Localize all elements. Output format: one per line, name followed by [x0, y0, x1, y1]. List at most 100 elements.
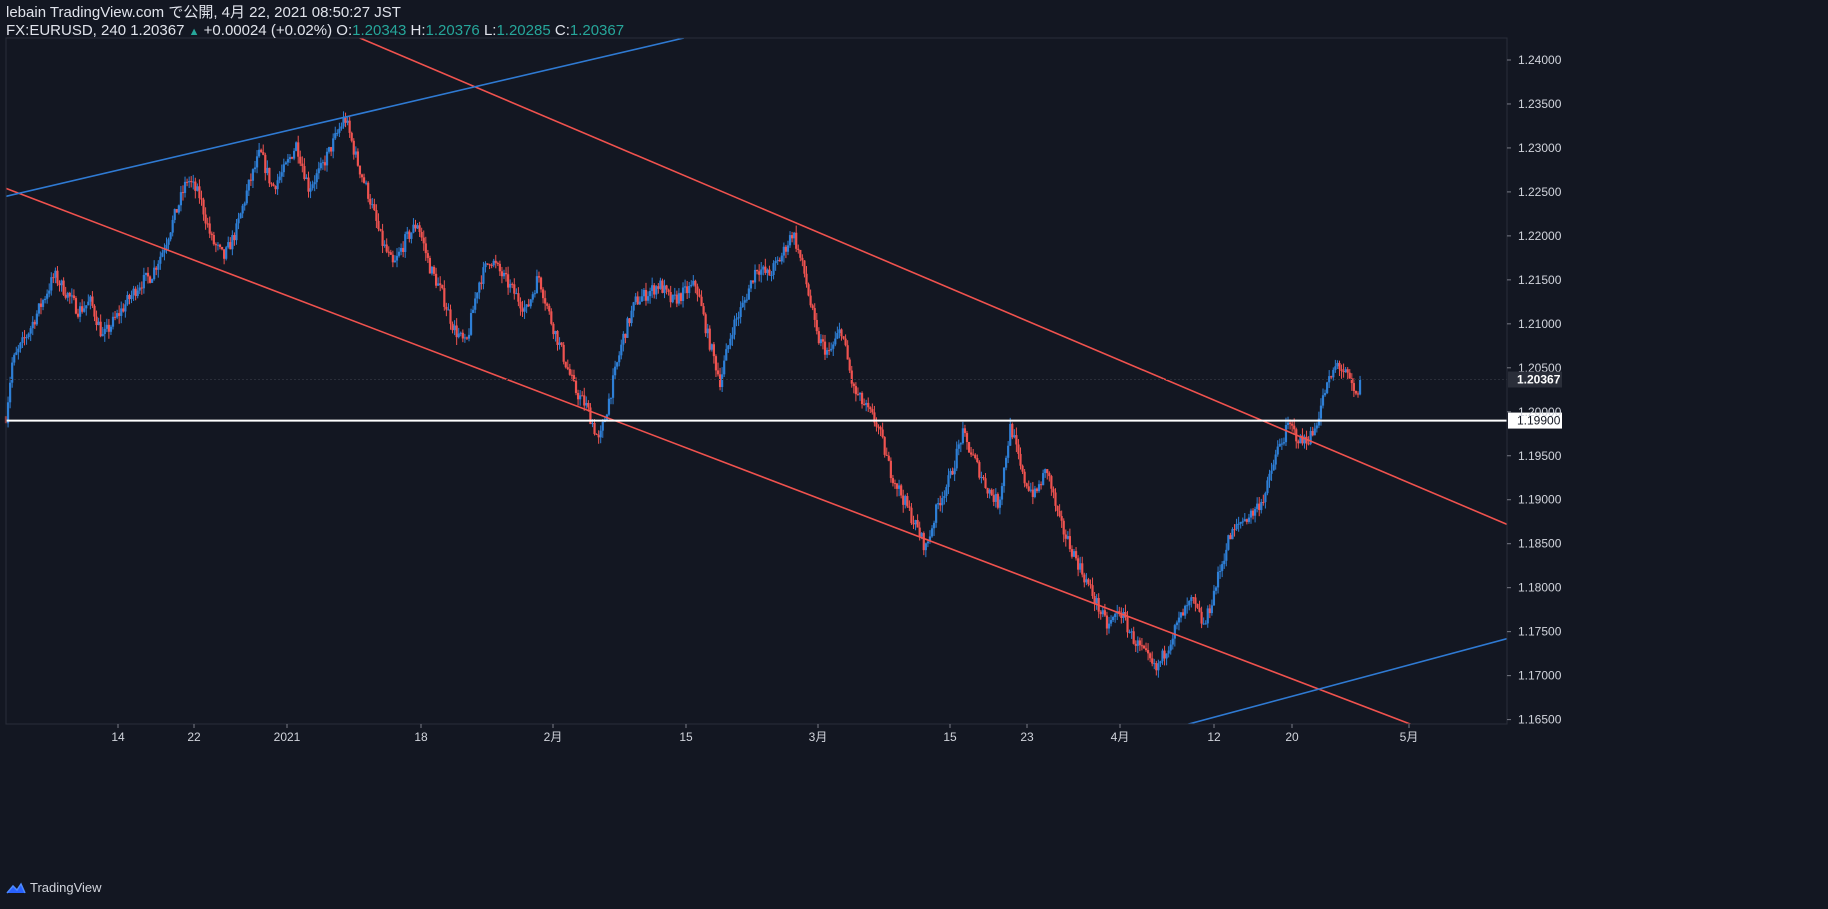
- candle-body: [19, 342, 22, 349]
- candle-body: [1344, 369, 1347, 373]
- candle-body: [105, 324, 108, 329]
- candle-body: [945, 487, 948, 496]
- candle-body: [1093, 595, 1096, 604]
- candle-body: [1130, 631, 1133, 633]
- candle-body: [52, 277, 55, 279]
- candle-body: [1013, 435, 1016, 438]
- candle-body: [811, 305, 814, 309]
- candle-body: [54, 270, 57, 278]
- candle-body: [1077, 558, 1080, 570]
- candle-body: [118, 313, 121, 316]
- candle-body: [854, 386, 857, 395]
- candle-body: [280, 172, 283, 177]
- y-tick-label: 1.18500: [1518, 537, 1562, 551]
- candle-body: [1155, 663, 1158, 671]
- candle-body: [716, 370, 720, 375]
- candle-body: [1066, 536, 1069, 539]
- candle-body: [1210, 605, 1213, 614]
- tradingview-logo-icon: [6, 881, 26, 893]
- candle-body: [1223, 560, 1226, 565]
- candle-body: [1023, 471, 1026, 484]
- candle-body: [198, 186, 201, 199]
- candle-body: [27, 333, 30, 338]
- candle-body: [994, 494, 997, 502]
- candle-body: [1309, 430, 1312, 444]
- y-tick-label: 1.19000: [1518, 493, 1562, 507]
- candle-body: [245, 190, 248, 204]
- symbol-label[interactable]: FX:EURUSD, 240 1.20367: [6, 22, 185, 39]
- candle-body: [330, 147, 333, 152]
- candle-body: [1206, 608, 1209, 624]
- candle-body: [932, 522, 936, 529]
- candle-body: [50, 277, 53, 291]
- candle-body: [825, 350, 829, 355]
- candle-body: [1025, 483, 1028, 487]
- candle-body: [56, 270, 59, 284]
- candle-body: [683, 286, 687, 288]
- candle-body: [1198, 607, 1201, 612]
- candle-body: [151, 279, 154, 283]
- candle-body: [367, 182, 370, 199]
- open-label: O:: [336, 22, 353, 39]
- candle-body: [188, 181, 191, 183]
- candle-body: [1184, 605, 1187, 616]
- level-price-label: 1.19900: [1517, 414, 1561, 428]
- candle-body: [85, 305, 88, 309]
- tradingview-brand-label[interactable]: TradingView: [30, 880, 102, 895]
- change-value: +0.00024 (+0.02%): [203, 22, 333, 39]
- candle-body: [704, 314, 707, 334]
- candle-body: [852, 383, 855, 387]
- trendline-red[interactable]: [333, 27, 1507, 526]
- candle-body: [663, 285, 666, 293]
- candle-body: [517, 293, 520, 302]
- candle-body: [1200, 611, 1203, 624]
- candle-body: [743, 300, 746, 303]
- candle-body: [521, 308, 524, 312]
- candle-body: [1177, 617, 1181, 623]
- candle-body: [850, 370, 853, 384]
- publish-info: lebain TradingView.com で公開, 4月 22, 2021 …: [6, 4, 401, 21]
- candle-body: [400, 247, 403, 252]
- candle-body: [148, 276, 152, 283]
- candle-body: [912, 523, 915, 525]
- horizontal-level-line[interactable]: 1.19900: [6, 412, 1562, 429]
- candle-body: [1015, 435, 1018, 445]
- candle-body: [313, 182, 316, 185]
- candle-body: [885, 454, 888, 456]
- candle-body: [1101, 610, 1104, 615]
- candle-body: [1027, 486, 1030, 491]
- candle-body: [1163, 650, 1166, 659]
- candle-body: [509, 283, 512, 288]
- candle-body: [554, 330, 557, 335]
- candle-body: [418, 225, 421, 233]
- candle-body: [87, 301, 90, 306]
- candle-body: [68, 292, 71, 297]
- candle-body: [745, 299, 748, 301]
- candle-body: [1346, 369, 1349, 373]
- candle-body: [130, 295, 133, 300]
- candle-body: [846, 345, 849, 360]
- candle-body: [1002, 467, 1006, 487]
- candle-body: [891, 478, 895, 484]
- candle-body: [817, 331, 820, 344]
- trendline-layer[interactable]: [6, 27, 1507, 761]
- candle-body: [760, 269, 763, 275]
- candle-body: [959, 443, 962, 445]
- trendline-red[interactable]: [6, 187, 1507, 761]
- candle-body: [840, 329, 843, 337]
- candle-body: [140, 287, 143, 289]
- candle-body: [373, 204, 376, 211]
- candle-body: [679, 293, 683, 302]
- candle-body: [935, 504, 938, 523]
- candle-body: [408, 231, 411, 239]
- candle-body: [624, 333, 627, 338]
- candle-body: [1175, 622, 1179, 626]
- y-tick-label: 1.16500: [1518, 713, 1562, 727]
- trendline-blue[interactable]: [6, 38, 685, 198]
- candle-body: [1048, 473, 1051, 477]
- candle-body: [23, 337, 26, 339]
- candle-body: [669, 292, 672, 303]
- candle-body: [665, 285, 668, 290]
- trendline-blue[interactable]: [1156, 637, 1507, 733]
